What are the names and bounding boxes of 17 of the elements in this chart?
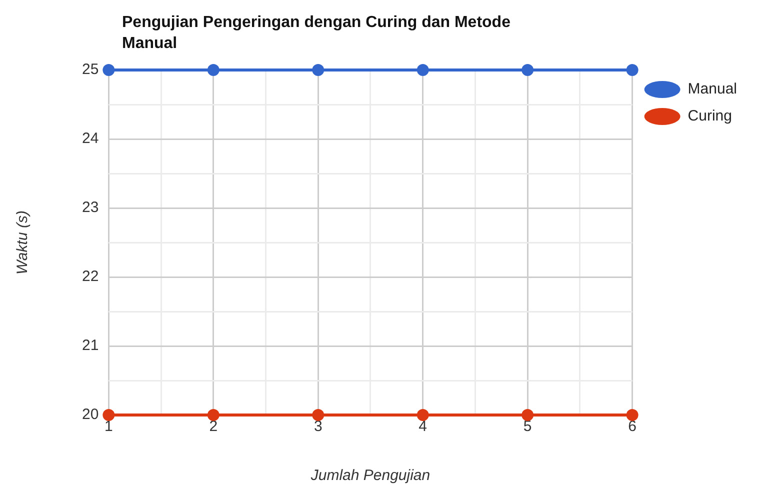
chart-title: Pengujian Pengeringan dengan Curing dan Metode Manual	[122, 13, 512, 54]
y-tick-label: 25	[82, 61, 99, 78]
x-tick-label: 4	[418, 418, 428, 436]
y-tick-label: 24	[82, 130, 99, 148]
y-tick-label: 23	[82, 199, 99, 216]
legend-label: Manual	[688, 80, 738, 98]
legend-label: Curing	[688, 108, 732, 125]
x-tick-label: 6	[628, 418, 636, 436]
x-tick-label: 1	[104, 418, 113, 436]
y-axis-title: Waktu (s)	[14, 210, 32, 274]
x-tick-label: 5	[523, 418, 532, 436]
y-tick-label: 21	[82, 337, 99, 354]
y-tick-label: 22	[82, 268, 99, 286]
x-tick-label: 2	[209, 418, 218, 436]
x-tick-label: 3	[314, 418, 322, 436]
y-tick-label: 20	[82, 406, 99, 424]
x-axis-title: Jumlah Pengujian	[310, 467, 430, 484]
